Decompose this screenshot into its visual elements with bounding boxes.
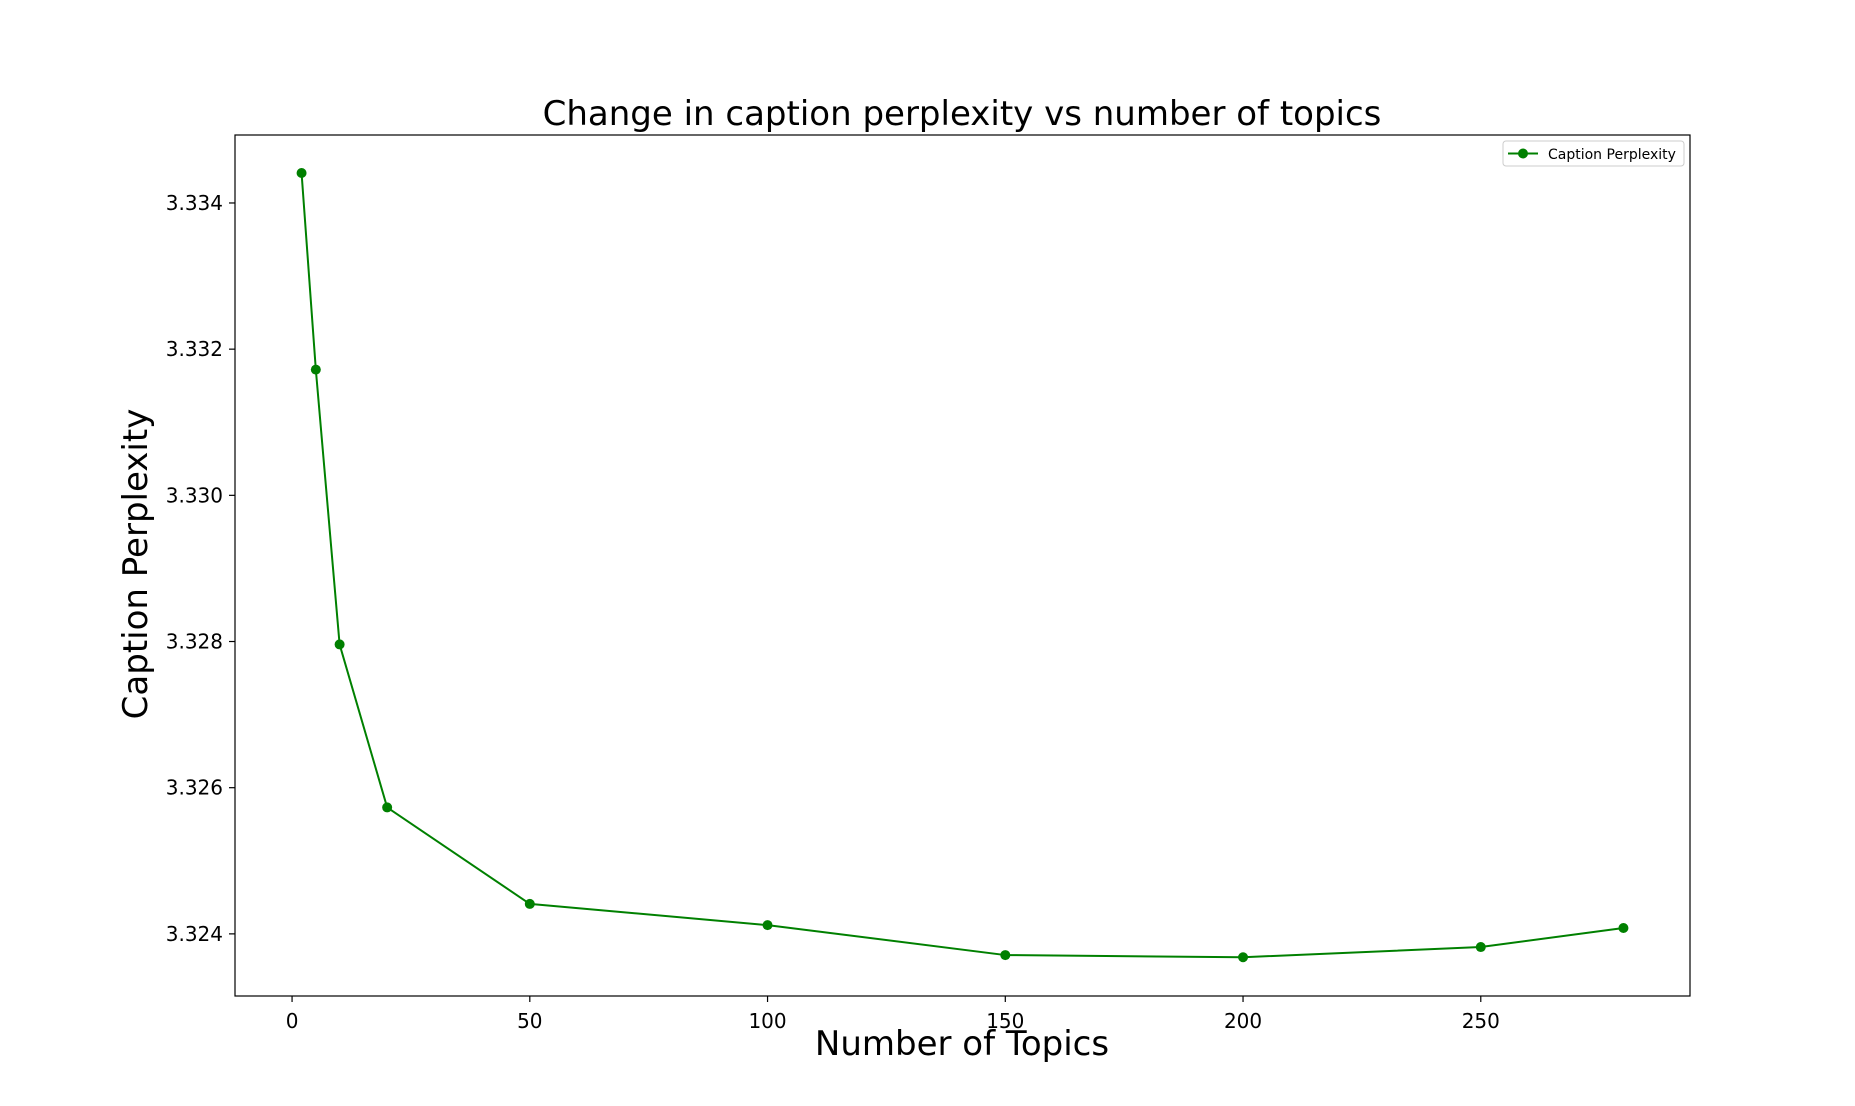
data-point — [382, 802, 393, 813]
data-point — [1238, 952, 1249, 963]
legend-box — [1502, 140, 1685, 167]
x-axis-label: Number of Topics — [815, 1024, 1109, 1064]
data-point — [334, 639, 345, 650]
data-point — [762, 920, 773, 931]
ticks-layer: 0 50 100 150 200 250 3.324 3.326 3.328 3.330 3.332… — [166, 191, 1500, 1033]
x-tick-label: 250 — [1462, 1009, 1500, 1033]
data-point — [524, 898, 535, 909]
y-tick-label: 3.326 — [166, 776, 223, 800]
data-point — [1475, 942, 1486, 953]
data-point — [1618, 923, 1629, 934]
x-tick-label: 0 — [286, 1009, 299, 1033]
legend-marker-swatch — [1518, 148, 1528, 159]
chart-title: Change in caption perplexity vs number o… — [543, 94, 1382, 134]
data-point — [1000, 950, 1011, 961]
y-tick-label: 3.334 — [166, 191, 223, 215]
data-point — [296, 168, 307, 179]
y-tick-label: 3.332 — [166, 337, 223, 361]
y-axis-label: Caption Perplexity — [116, 409, 156, 720]
legend: Caption Perplexity — [1502, 140, 1685, 167]
x-tick-label: 50 — [517, 1009, 542, 1033]
x-tick-label: 150 — [986, 1009, 1024, 1033]
y-tick-label: 3.330 — [166, 483, 223, 507]
x-tick-label: 100 — [748, 1009, 786, 1033]
x-tick-label: 200 — [1224, 1009, 1262, 1033]
series-line — [300, 172, 1624, 959]
y-tick-label: 3.328 — [166, 630, 223, 654]
legend-label: Caption Perplexity — [1548, 147, 1676, 163]
series-layer — [296, 168, 1629, 963]
data-point — [310, 364, 321, 375]
y-tick-label: 3.324 — [166, 922, 223, 946]
plot-frame — [234, 134, 1691, 997]
